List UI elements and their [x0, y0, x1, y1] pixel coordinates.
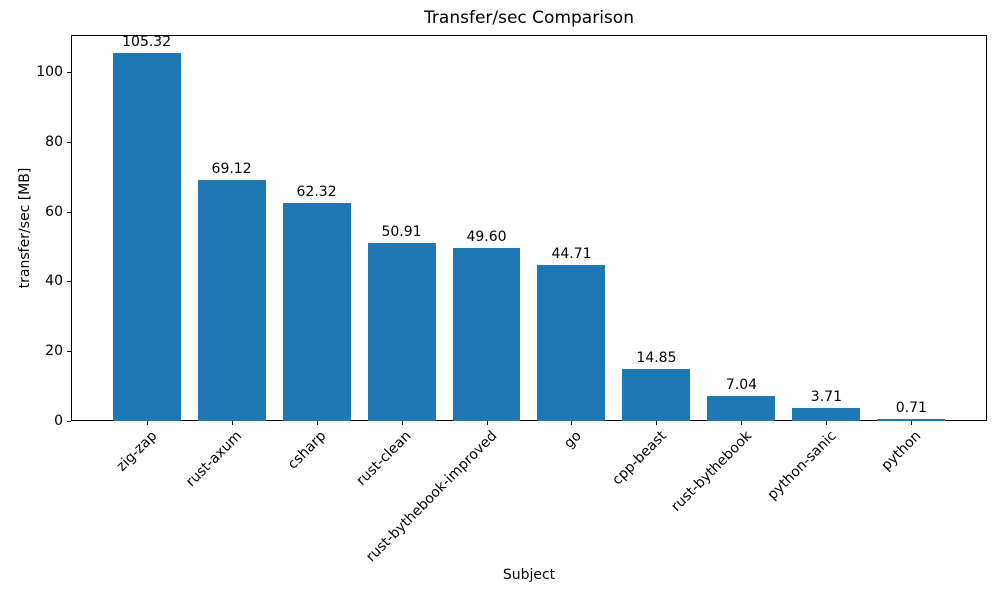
- x-tick-label: rust-bythebook: [667, 428, 755, 515]
- bar-value-label: 105.32: [122, 34, 172, 51]
- x-tick-mark: [401, 421, 403, 425]
- x-tick-mark: [231, 421, 233, 425]
- x-tick-label: rust-clean: [353, 428, 415, 489]
- y-axis-label: transfer/sec [MB]: [17, 167, 33, 289]
- bar-cpp-beast: [622, 369, 691, 421]
- bar-value-label: 0.71: [895, 399, 927, 416]
- y-tick-label: 100: [36, 63, 63, 80]
- x-tick-mark: [826, 421, 828, 425]
- bar-value-label: 69.12: [211, 160, 252, 177]
- y-tick-label: 60: [45, 203, 63, 220]
- bar-python-sanic: [792, 408, 861, 421]
- y-tick-label: 80: [45, 133, 63, 150]
- x-tick-mark: [741, 421, 743, 425]
- bar-zig-zap: [112, 53, 181, 421]
- x-tick-label: python: [878, 428, 925, 474]
- y-tick-label: 40: [45, 273, 63, 290]
- x-tick-mark: [911, 421, 913, 425]
- bar-value-label: 7.04: [725, 377, 758, 394]
- x-tick-mark: [571, 421, 573, 425]
- y-tick-mark: [67, 211, 71, 213]
- y-tick-mark: [67, 281, 71, 283]
- bar-value-label: 50.91: [381, 224, 422, 241]
- bar-value-label: 14.85: [636, 350, 677, 367]
- y-tick-mark: [67, 421, 71, 422]
- bar-value-label: 62.32: [296, 184, 337, 201]
- bar-csharp: [282, 203, 351, 421]
- bar-rust-axum: [197, 179, 266, 421]
- y-tick-mark: [67, 351, 71, 353]
- x-tick-label: csharp: [285, 428, 330, 473]
- x-tick-label: go: [561, 428, 585, 452]
- x-tick-label: cpp-beast: [609, 428, 670, 489]
- bar-python: [877, 418, 946, 421]
- bar-go: [537, 264, 606, 421]
- y-tick-mark: [67, 71, 71, 73]
- x-tick-mark: [146, 421, 148, 425]
- bar-value-label: 3.71: [810, 389, 842, 406]
- x-tick-label: zig-zap: [113, 428, 160, 475]
- bar-rust-clean: [367, 243, 436, 421]
- bar-rust-bythebook-improved: [452, 247, 521, 421]
- y-tick-mark: [67, 141, 71, 143]
- chart-title: Transfer/sec Comparison: [424, 8, 634, 28]
- bar-value-label: 49.60: [466, 228, 507, 245]
- x-tick-mark: [316, 421, 318, 425]
- y-tick-label: 20: [45, 343, 63, 360]
- x-tick-label: python-sanic: [764, 428, 840, 504]
- x-tick-mark: [656, 421, 658, 425]
- x-axis-label: Subject: [502, 567, 556, 583]
- bar-rust-bythebook: [707, 396, 776, 421]
- bar-value-label: 44.71: [551, 245, 592, 262]
- x-tick-label: rust-axum: [182, 428, 245, 491]
- x-tick-mark: [486, 421, 488, 425]
- y-tick-label: 0: [54, 413, 63, 429]
